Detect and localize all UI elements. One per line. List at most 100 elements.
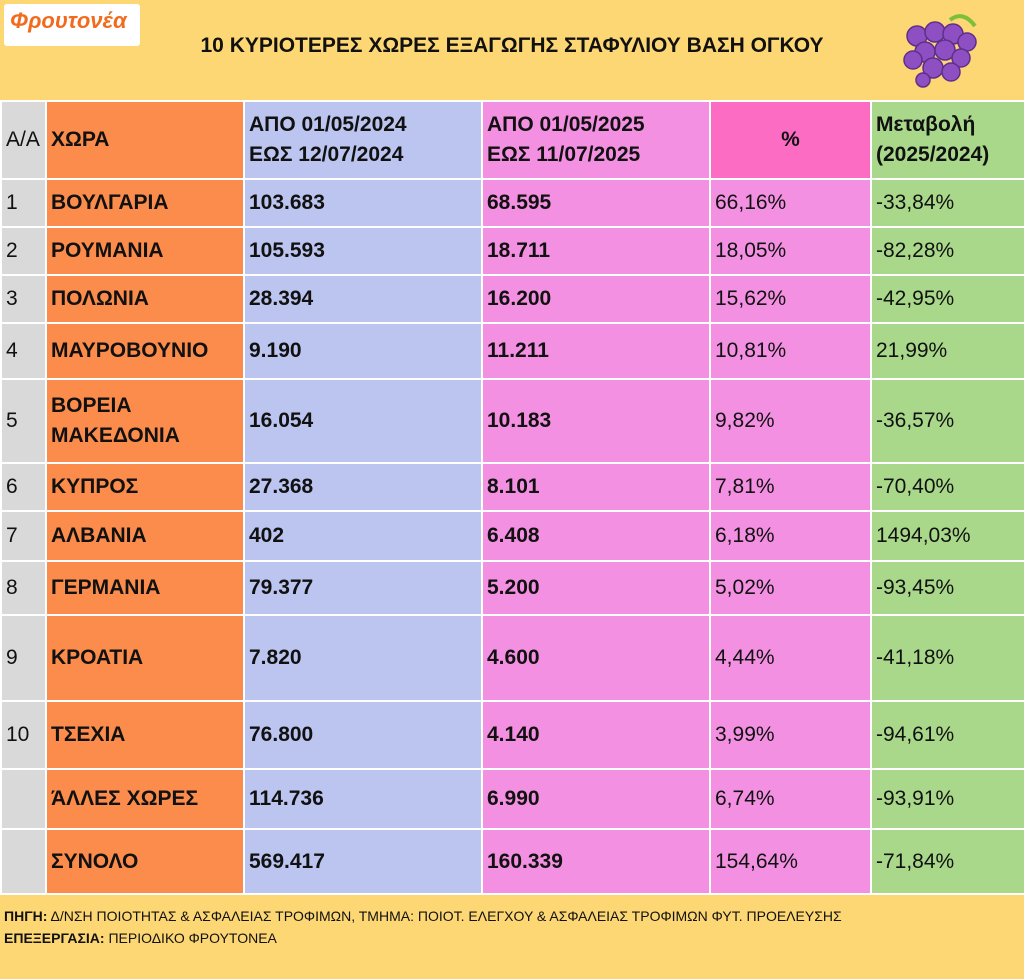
cell-v2025: 11.211 <box>481 322 711 380</box>
cell-pct: 7,81% <box>709 462 872 512</box>
cell-pct: 10,81% <box>709 322 872 380</box>
row: ΆΛΛΕΣ ΧΩΡΕΣ 114.736 6.990 6,74% -93,91% <box>0 768 1024 830</box>
cell-change: -41,18% <box>870 614 1024 702</box>
cell-country: ΑΛΒΑΝΙΑ <box>45 510 245 562</box>
cell-aa: 8 <box>0 560 47 616</box>
header-row: Α/Α ΧΩΡΑ ΑΠΟ 01/05/2024 ΕΩΣ 12/07/2024 ΑΠΟ … <box>0 100 1024 180</box>
source: Δ/ΝΣΗ ΠΟΙΟΤΗΤΑΣ & ΑΣΦΑΛΕΙΑΣ ΤΡΟΦΙΜΩΝ, ΤΜ… <box>50 908 842 924</box>
cell-country: ΓΕΡΜΑΝΙΑ <box>45 560 245 616</box>
cell-v2025: 6.990 <box>481 768 711 830</box>
row: 10 ΤΣΕΧΙΑ 76.800 4.140 3,99% -94,61% <box>0 700 1024 770</box>
processing: ΠΕΡΙΟΔΙΚΟ ΦΡΟΥΤΟΝΕΑ <box>108 930 277 946</box>
cell-pct: 6,74% <box>709 768 872 830</box>
cell-aa: 6 <box>0 462 47 512</box>
cell-pct: 9,82% <box>709 378 872 464</box>
cell-country: ΜΑΥΡΟΒΟΥΝΙΟ <box>45 322 245 380</box>
column-header: Μεταβολή (2025/2024) <box>870 100 1024 180</box>
cell-aa: 3 <box>0 274 47 324</box>
cell-country: ΚΥΠΡΟΣ <box>45 462 245 512</box>
cell-pct: 5,02% <box>709 560 872 616</box>
row: 9 ΚΡΟΑΤΙΑ 7.820 4.600 4,44% -41,18% <box>0 614 1024 702</box>
cell-country: ΒΟΡΕΙΑ ΜΑΚΕΔΟΝΙΑ <box>45 378 245 464</box>
cell-v2025: 4.140 <box>481 700 711 770</box>
cell-country: ΆΛΛΕΣ ΧΩΡΕΣ <box>45 768 245 830</box>
cell-change: -93,91% <box>870 768 1024 830</box>
column-header: Α/Α <box>0 100 47 180</box>
cell-v2024: 402 <box>243 510 483 562</box>
row: 5 ΒΟΡΕΙΑ ΜΑΚΕΔΟΝΙΑ 16.054 10.183 9,82% -36,57… <box>0 378 1024 464</box>
table-body: Α/Α ΧΩΡΑ ΑΠΟ 01/05/2024 ΕΩΣ 12/07/2024 ΑΠΟ … <box>0 100 1024 895</box>
cell-v2024: 9.190 <box>243 322 483 380</box>
column-header: ΑΠΟ 01/05/2025 ΕΩΣ 11/07/2025 <box>481 100 711 180</box>
cell-v2025: 6.408 <box>481 510 711 562</box>
cell-v2025: 5.200 <box>481 560 711 616</box>
row: 6 ΚΥΠΡΟΣ 27.368 8.101 7,81% -70,40% <box>0 462 1024 512</box>
cell-change: 21,99% <box>870 322 1024 380</box>
cell-pct: 154,64% <box>709 828 872 895</box>
cell-change: -71,84% <box>870 828 1024 895</box>
column-header: % <box>709 100 872 180</box>
row: 2 ΡΟΥΜΑΝΙΑ 105.593 18.711 18,05% -82,28% <box>0 226 1024 276</box>
cell-v2025: 4.600 <box>481 614 711 702</box>
cell-v2025: 160.339 <box>481 828 711 895</box>
cell-pct: 66,16% <box>709 178 872 228</box>
row: 7 ΑΛΒΑΝΙΑ 402 6.408 6,18% 1494,03% <box>0 510 1024 562</box>
cell-v2024: 114.736 <box>243 768 483 830</box>
cell-change: -36,57% <box>870 378 1024 464</box>
row: ΣΥΝΟΛΟ 569.417 160.339 154,64% -71,84% <box>0 828 1024 895</box>
processing-label: ΕΠΕΞΕΡΓΑΣΙΑ: <box>4 930 105 946</box>
cell-aa: 4 <box>0 322 47 380</box>
cell-country: ΒΟΥΛΓΑΡΙΑ <box>45 178 245 228</box>
cell-change: -33,84% <box>870 178 1024 228</box>
cell-country: ΠΟΛΩΝΙΑ <box>45 274 245 324</box>
grapes-icon <box>903 14 977 88</box>
cell-v2024: 28.394 <box>243 274 483 324</box>
cell-v2024: 7.820 <box>243 614 483 702</box>
cell-aa: 7 <box>0 510 47 562</box>
cell-v2024: 79.377 <box>243 560 483 616</box>
cell-v2025: 68.595 <box>481 178 711 228</box>
cell-country: ΤΣΕΧΙΑ <box>45 700 245 770</box>
cell-v2025: 16.200 <box>481 274 711 324</box>
source-line: ΠΗΓΗ: Δ/ΝΣΗ ΠΟΙΟΤΗΤΑΣ & ΑΣΦΑΛΕΙΑΣ ΤΡΟΦΙΜ… <box>4 905 842 927</box>
cell-change: -93,45% <box>870 560 1024 616</box>
cell-v2025: 8.101 <box>481 462 711 512</box>
cell-country: ΣΥΝΟΛΟ <box>45 828 245 895</box>
row: 1 ΒΟΥΛΓΑΡΙΑ 103.683 68.595 66,16% -33,84% <box>0 178 1024 228</box>
cell-change: -94,61% <box>870 700 1024 770</box>
export-table: Α/Α ΧΩΡΑ ΑΠΟ 01/05/2024 ΕΩΣ 12/07/2024 ΑΠΟ … <box>0 100 1024 895</box>
source-label: ΠΗΓΗ: <box>4 908 48 924</box>
cell-v2024: 16.054 <box>243 378 483 464</box>
cell-v2024: 105.593 <box>243 226 483 276</box>
cell-aa: 9 <box>0 614 47 702</box>
cell-aa: 1 <box>0 178 47 228</box>
cell-pct: 3,99% <box>709 700 872 770</box>
cell-aa <box>0 828 47 895</box>
row: 4 ΜΑΥΡΟΒΟΥΝΙΟ 9.190 11.211 10,81% 21,99% <box>0 322 1024 380</box>
cell-v2024: 76.800 <box>243 700 483 770</box>
title: 10 ΚΥΡΙΟΤΕΡΕΣ ΧΩΡΕΣ ΕΞΑΓΩΓΗΣ ΣΤΑΦΥΛΙΟΥ Β… <box>200 34 824 57</box>
cell-pct: 6,18% <box>709 510 872 562</box>
column-header: ΧΩΡΑ <box>45 100 245 180</box>
cell-v2025: 10.183 <box>481 378 711 464</box>
footer: ΠΗΓΗ: Δ/ΝΣΗ ΠΟΙΟΤΗΤΑΣ & ΑΣΦΑΛΕΙΑΣ ΤΡΟΦΙΜ… <box>4 905 842 949</box>
processing-line: ΕΠΕΞΕΡΓΑΣΙΑ: ΠΕΡΙΟΔΙΚΟ ΦΡΟΥΤΟΝΕΑ <box>4 927 842 949</box>
cell-pct: 18,05% <box>709 226 872 276</box>
cell-aa: 5 <box>0 378 47 464</box>
cell-aa: 10 <box>0 700 47 770</box>
cell-country: ΡΟΥΜΑΝΙΑ <box>45 226 245 276</box>
cell-change: -70,40% <box>870 462 1024 512</box>
cell-pct: 4,44% <box>709 614 872 702</box>
column-header: ΑΠΟ 01/05/2024 ΕΩΣ 12/07/2024 <box>243 100 483 180</box>
cell-aa: 2 <box>0 226 47 276</box>
cell-change: -82,28% <box>870 226 1024 276</box>
cell-pct: 15,62% <box>709 274 872 324</box>
cell-change: -42,95% <box>870 274 1024 324</box>
row: 3 ΠΟΛΩΝΙΑ 28.394 16.200 15,62% -42,95% <box>0 274 1024 324</box>
row: 8 ΓΕΡΜΑΝΙΑ 79.377 5.200 5,02% -93,45% <box>0 560 1024 616</box>
cell-v2024: 103.683 <box>243 178 483 228</box>
logo: Φρουτονέα <box>4 4 140 46</box>
cell-v2024: 27.368 <box>243 462 483 512</box>
header: Φρουτονέα 10 ΚΥΡΙΟΤΕΡΕΣ ΧΩΡΕΣ ΕΞΑΓΩΓΗΣ Σ… <box>0 0 1024 100</box>
